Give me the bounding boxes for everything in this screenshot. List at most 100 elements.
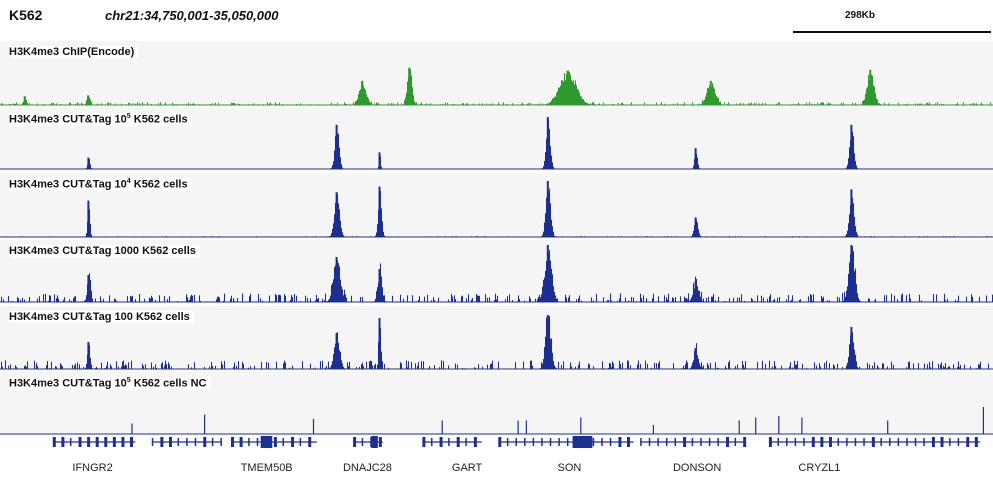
gene-exon (648, 438, 651, 446)
gene-exon (700, 438, 702, 446)
peak-bar (335, 192, 338, 237)
peak-bar (335, 257, 338, 302)
gene-exon (966, 437, 970, 447)
gene-exon (854, 438, 857, 446)
track-background (0, 41, 993, 105)
gene-exon (211, 438, 214, 446)
peak-bar (869, 69, 872, 105)
gene-exon (828, 437, 832, 447)
gene-exon (465, 438, 467, 446)
gene-exon (940, 437, 944, 447)
peak-bar (335, 333, 338, 369)
gene-exon (931, 437, 935, 447)
gene-exon (914, 438, 917, 446)
gene-label: SON (557, 462, 582, 474)
peak-bar (378, 269, 381, 302)
gene-exon-block (572, 436, 593, 448)
gene-exon (203, 437, 207, 447)
gene-label: DONSON (672, 462, 722, 474)
gene-exon (974, 437, 978, 447)
gene-exon (282, 438, 284, 446)
gene-exon (87, 437, 91, 447)
peak-bar (361, 80, 364, 105)
gene-exon (674, 438, 677, 446)
gene-exon (515, 438, 517, 446)
gene-exon (541, 438, 543, 446)
gene-exon (957, 438, 960, 446)
gene-exon (871, 437, 875, 447)
gene-exon (618, 437, 622, 447)
gene-exon (78, 437, 82, 447)
gene-exon (683, 437, 687, 447)
gene-exon-block (260, 436, 273, 448)
gene-exon (291, 437, 295, 447)
peak-bar (378, 186, 381, 237)
track-label: H3K4me3 CUT&Tag 105 K562 cells NC (9, 377, 211, 390)
peak-bar (709, 80, 712, 105)
gene-exon (897, 438, 900, 446)
gene-label: GART (451, 462, 483, 474)
gene-exon (448, 438, 450, 446)
signal-track-bars (5, 188, 992, 237)
gene-label: IFNGR2 (72, 462, 113, 474)
gene-exon (734, 438, 737, 446)
gene-exon (768, 437, 772, 447)
gene-exon (506, 438, 509, 446)
gene-exon (104, 437, 108, 447)
gene-exon (863, 438, 865, 446)
gene-exon (708, 438, 711, 446)
gene-exon (717, 438, 719, 446)
peak-bar (87, 275, 90, 302)
gene-exon (889, 438, 891, 446)
gene-exon (160, 437, 164, 447)
track-label: H3K4me3 CUT&Tag 104 K562 cells (9, 178, 192, 191)
gene-exon (422, 437, 426, 447)
gene-exon (566, 438, 569, 446)
gene-exon (549, 438, 552, 446)
gene-exon (121, 437, 125, 447)
peak-bar (546, 245, 549, 302)
signal-track-bars (0, 316, 990, 369)
peak-bar (694, 148, 697, 169)
gene-exon (743, 437, 747, 447)
peak-bar (546, 117, 549, 169)
gene-exon (456, 437, 460, 447)
gene-exon (665, 438, 668, 446)
gene-exon (794, 438, 797, 446)
gene-exon (657, 438, 659, 446)
gene-exon (248, 438, 250, 446)
gene-exon (230, 437, 234, 447)
gene-exon (609, 438, 612, 446)
gene-exon (177, 438, 180, 446)
gene-exon (880, 438, 882, 446)
gene-exon (112, 437, 116, 447)
gene-exon (430, 438, 433, 446)
gene-exon (194, 438, 197, 446)
gene-exon (837, 438, 840, 446)
gene-exon (220, 438, 222, 446)
peak-bar (87, 95, 90, 105)
peak-bar (408, 67, 411, 105)
peak-bar (850, 245, 853, 302)
peak-bar (850, 189, 853, 237)
gene-exon (725, 437, 729, 447)
gene-exon (811, 437, 815, 447)
gene-label: DNAJC28 (342, 462, 392, 474)
gene-label: TMEM50B (240, 462, 293, 474)
gene-exon (439, 437, 443, 447)
track-label: H3K4me3 CUT&Tag 100 K562 cells (9, 311, 194, 323)
signal-track-bars (85, 120, 859, 169)
gene-exon (906, 438, 908, 446)
gene-exon (95, 437, 99, 447)
track-label: H3K4me3 CUT&Tag 1000 K562 cells (9, 245, 200, 257)
gene-exon (777, 438, 779, 446)
scale-bar-label: 298Kb (845, 10, 876, 21)
gene-exon (299, 438, 302, 446)
peak-bar (694, 281, 697, 302)
gene-exon (846, 438, 848, 446)
peak-bar (546, 315, 549, 369)
cell-line-title: K562 (9, 7, 43, 23)
gene-exon (626, 437, 630, 447)
gene-exon (239, 437, 243, 447)
locus-coordinates: chr21:34,750,001-35,050,000 (105, 8, 279, 23)
